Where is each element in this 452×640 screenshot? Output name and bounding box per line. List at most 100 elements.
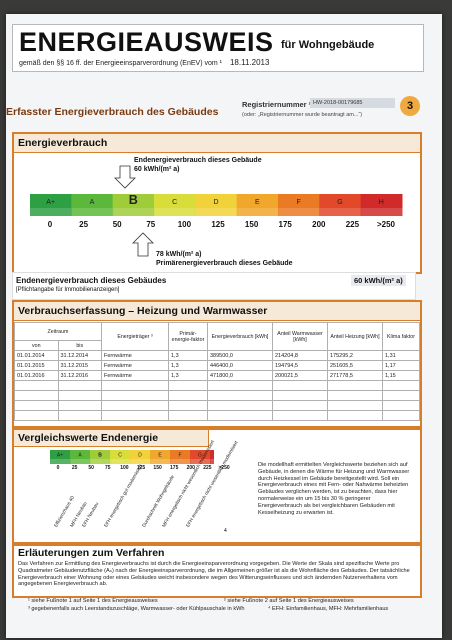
comparison-footnote-mark: 4 — [224, 528, 227, 534]
comparison-text: Die modellhaft ermittelten Vergleichswer… — [258, 462, 410, 516]
cell-consumption: 471800,0 — [207, 370, 273, 381]
end-energy-row: Endenergieverbrauch dieses Gebäudes [Pfl… — [12, 272, 416, 300]
comparison-class-label: C — [118, 452, 122, 458]
energy-class-label: A — [90, 199, 95, 206]
cell-climate: 1,31 — [382, 350, 420, 361]
scale-tick-label: 0 — [47, 220, 53, 229]
cell-carrier: Fernwärme — [101, 370, 169, 381]
scale-tick-label: 175 — [278, 220, 292, 229]
energy-scale-bar — [195, 208, 238, 216]
comparison-band-D — [130, 450, 151, 459]
scale-tick-label: 25 — [71, 465, 78, 471]
footnote-2: ² siehe Fußnote 2 auf Seite 1 des Energi… — [224, 598, 354, 604]
scale-tick-label: 0 — [56, 465, 60, 471]
table-row: 01.01.2015 31.12.2015 Fernwärme 1,3 446400,0… — [14, 360, 420, 371]
energy-scale-bar — [319, 208, 362, 216]
col-climate: Klima faktor — [382, 322, 420, 351]
scale-tick-label: 200 — [186, 465, 195, 471]
energy-scale: A+ A B C D E F G H — [30, 165, 403, 257]
col-carrier: Energieträger ³ — [101, 322, 169, 351]
energy-class-label: G — [337, 199, 342, 206]
comparison-scale-bar — [130, 459, 151, 464]
cell-heat: 251605,5 — [327, 360, 383, 371]
energy-scale-bar — [71, 208, 114, 216]
energy-class-label: A+ — [46, 199, 55, 206]
explanation-text: Das Verfahren zur Ermittlung des Energie… — [18, 561, 410, 588]
comparison-scale-bar — [50, 459, 71, 464]
energy-scale-bar — [360, 208, 403, 216]
col-warmwater: Anteil Warmwasser [kWh] — [272, 322, 328, 351]
col-period: Zeitraum — [14, 322, 102, 341]
col-factor: Primär-energie-faktor — [168, 322, 208, 351]
consumption-box: Verbrauchserfassung – Heizung und Warmwa… — [12, 300, 422, 428]
cell-factor: 1,3 — [168, 370, 208, 381]
cell-factor: 1,3 — [168, 350, 208, 361]
col-from: von — [14, 340, 59, 351]
energy-band-A — [71, 194, 114, 208]
footnote-4: ⁴ EFH: Einfamilienhaus, MFH: Mehrfamilie… — [268, 606, 389, 612]
end-energy-arrow-icon — [114, 165, 136, 189]
energy-band-E — [236, 194, 279, 208]
comparison-band-H — [210, 450, 214, 459]
energy-class-label: H — [379, 199, 384, 206]
energy-class-label: F — [297, 199, 301, 206]
end-energy-label-text: Endenergieverbrauch dieses Gebäude — [134, 157, 262, 164]
scale-tick-label: 50 — [88, 465, 94, 471]
cell-from: 01.01.2016 — [14, 370, 59, 381]
registration-number: HW-2018-00179685 — [310, 98, 395, 108]
col-consumption: Energieverbrauch [kWh] — [207, 322, 273, 351]
cell-from: 01.01.2015 — [14, 360, 59, 371]
energy-consumption-box: Energieverbrauch Endenergieverbrauch die… — [12, 132, 422, 274]
comparison-band-B — [90, 450, 111, 459]
comparison-class-label: A — [78, 452, 82, 458]
scale-tick-label: 100 — [177, 220, 192, 229]
end-energy-value: 60 kWh/(m² a) — [134, 166, 180, 173]
cell-to: 31.12.2016 — [57, 370, 102, 381]
comparison-scale-bar — [170, 459, 191, 464]
comparison-class-label: F — [178, 452, 181, 458]
comparison-band-F — [170, 450, 191, 459]
energy-band-D — [195, 194, 238, 208]
comparison-class-label: B — [98, 452, 102, 458]
cell-heat: 175295,2 — [327, 350, 383, 361]
comparison-scale-bar — [90, 459, 111, 464]
scale-tick-label: 150 — [244, 220, 259, 229]
cell-carrier: Fernwärme — [101, 360, 169, 371]
consumption-heading: Verbrauchserfassung – Heizung und Warmwa… — [14, 302, 420, 321]
energy-band-F — [278, 194, 320, 208]
primary-energy-label-text: Primärenergieverbrauch dieses Gebäude — [156, 260, 293, 267]
energy-scale-bar — [236, 208, 279, 216]
energy-certificate-page: ENERGIEAUSWEIS für Wohngebäude gemäß den… — [6, 14, 442, 638]
energy-scale-bar — [30, 208, 72, 216]
cell-to: 31.12.2014 — [57, 350, 102, 361]
energy-class-label: B — [129, 193, 138, 207]
col-to: bis — [57, 340, 102, 351]
comparison-band-C — [110, 450, 131, 459]
law-text: gemäß den §§ 16 ff. der Energieeinsparve… — [19, 60, 222, 67]
comparison-band-A+ — [50, 450, 71, 459]
footnote-3: ³ gegebenenfalls auch Leerstandszuschläg… — [28, 606, 245, 612]
comparison-labels: Effizienzhaus 40 MFH Neubau EFH Neubau EFH … — [14, 440, 240, 534]
energy-heading: Energieverbrauch — [14, 134, 420, 153]
end-energy-row-value: 60 kWh/(m² a) — [351, 275, 406, 286]
primary-energy-label: 78 kWh/(m² a) Primärenergieverbrauch die… — [156, 250, 293, 268]
comparison-label: EFH energetisch gut modernisiert — [104, 464, 145, 529]
energy-scale-bar — [154, 208, 196, 216]
certificate-header: ENERGIEAUSWEIS für Wohngebäude gemäß den… — [12, 24, 424, 72]
section-title: Erfasster Energieverbrauch des Gebäudes — [6, 106, 219, 118]
energy-class-label: E — [255, 199, 260, 206]
scale-tick-label: 50 — [112, 220, 122, 229]
energy-band-A+ — [30, 194, 72, 208]
scale-tick-label: 125 — [211, 220, 225, 229]
table-row: 01.01.2014 31.12.2014 Fernwärme 1,3 389500,0… — [14, 350, 420, 361]
end-energy-row-label: Endenergieverbrauch dieses Gebäudes — [16, 276, 167, 285]
consumption-table: Zeitraum Energieträger ³ Primär-energie-… — [14, 322, 420, 421]
cell-climate: 1,17 — [382, 360, 420, 371]
comparison-class-label: E — [158, 452, 162, 458]
comparison-scale-bar — [70, 459, 91, 464]
scale-tick-label: 125 — [136, 465, 146, 471]
registration-note: (oder: „Registriernummer wurde beantragt… — [242, 112, 363, 118]
scale-tick-label: 200 — [312, 220, 326, 229]
law-date: 18.11.2013 — [229, 58, 270, 67]
energy-class-label: C — [172, 199, 177, 206]
